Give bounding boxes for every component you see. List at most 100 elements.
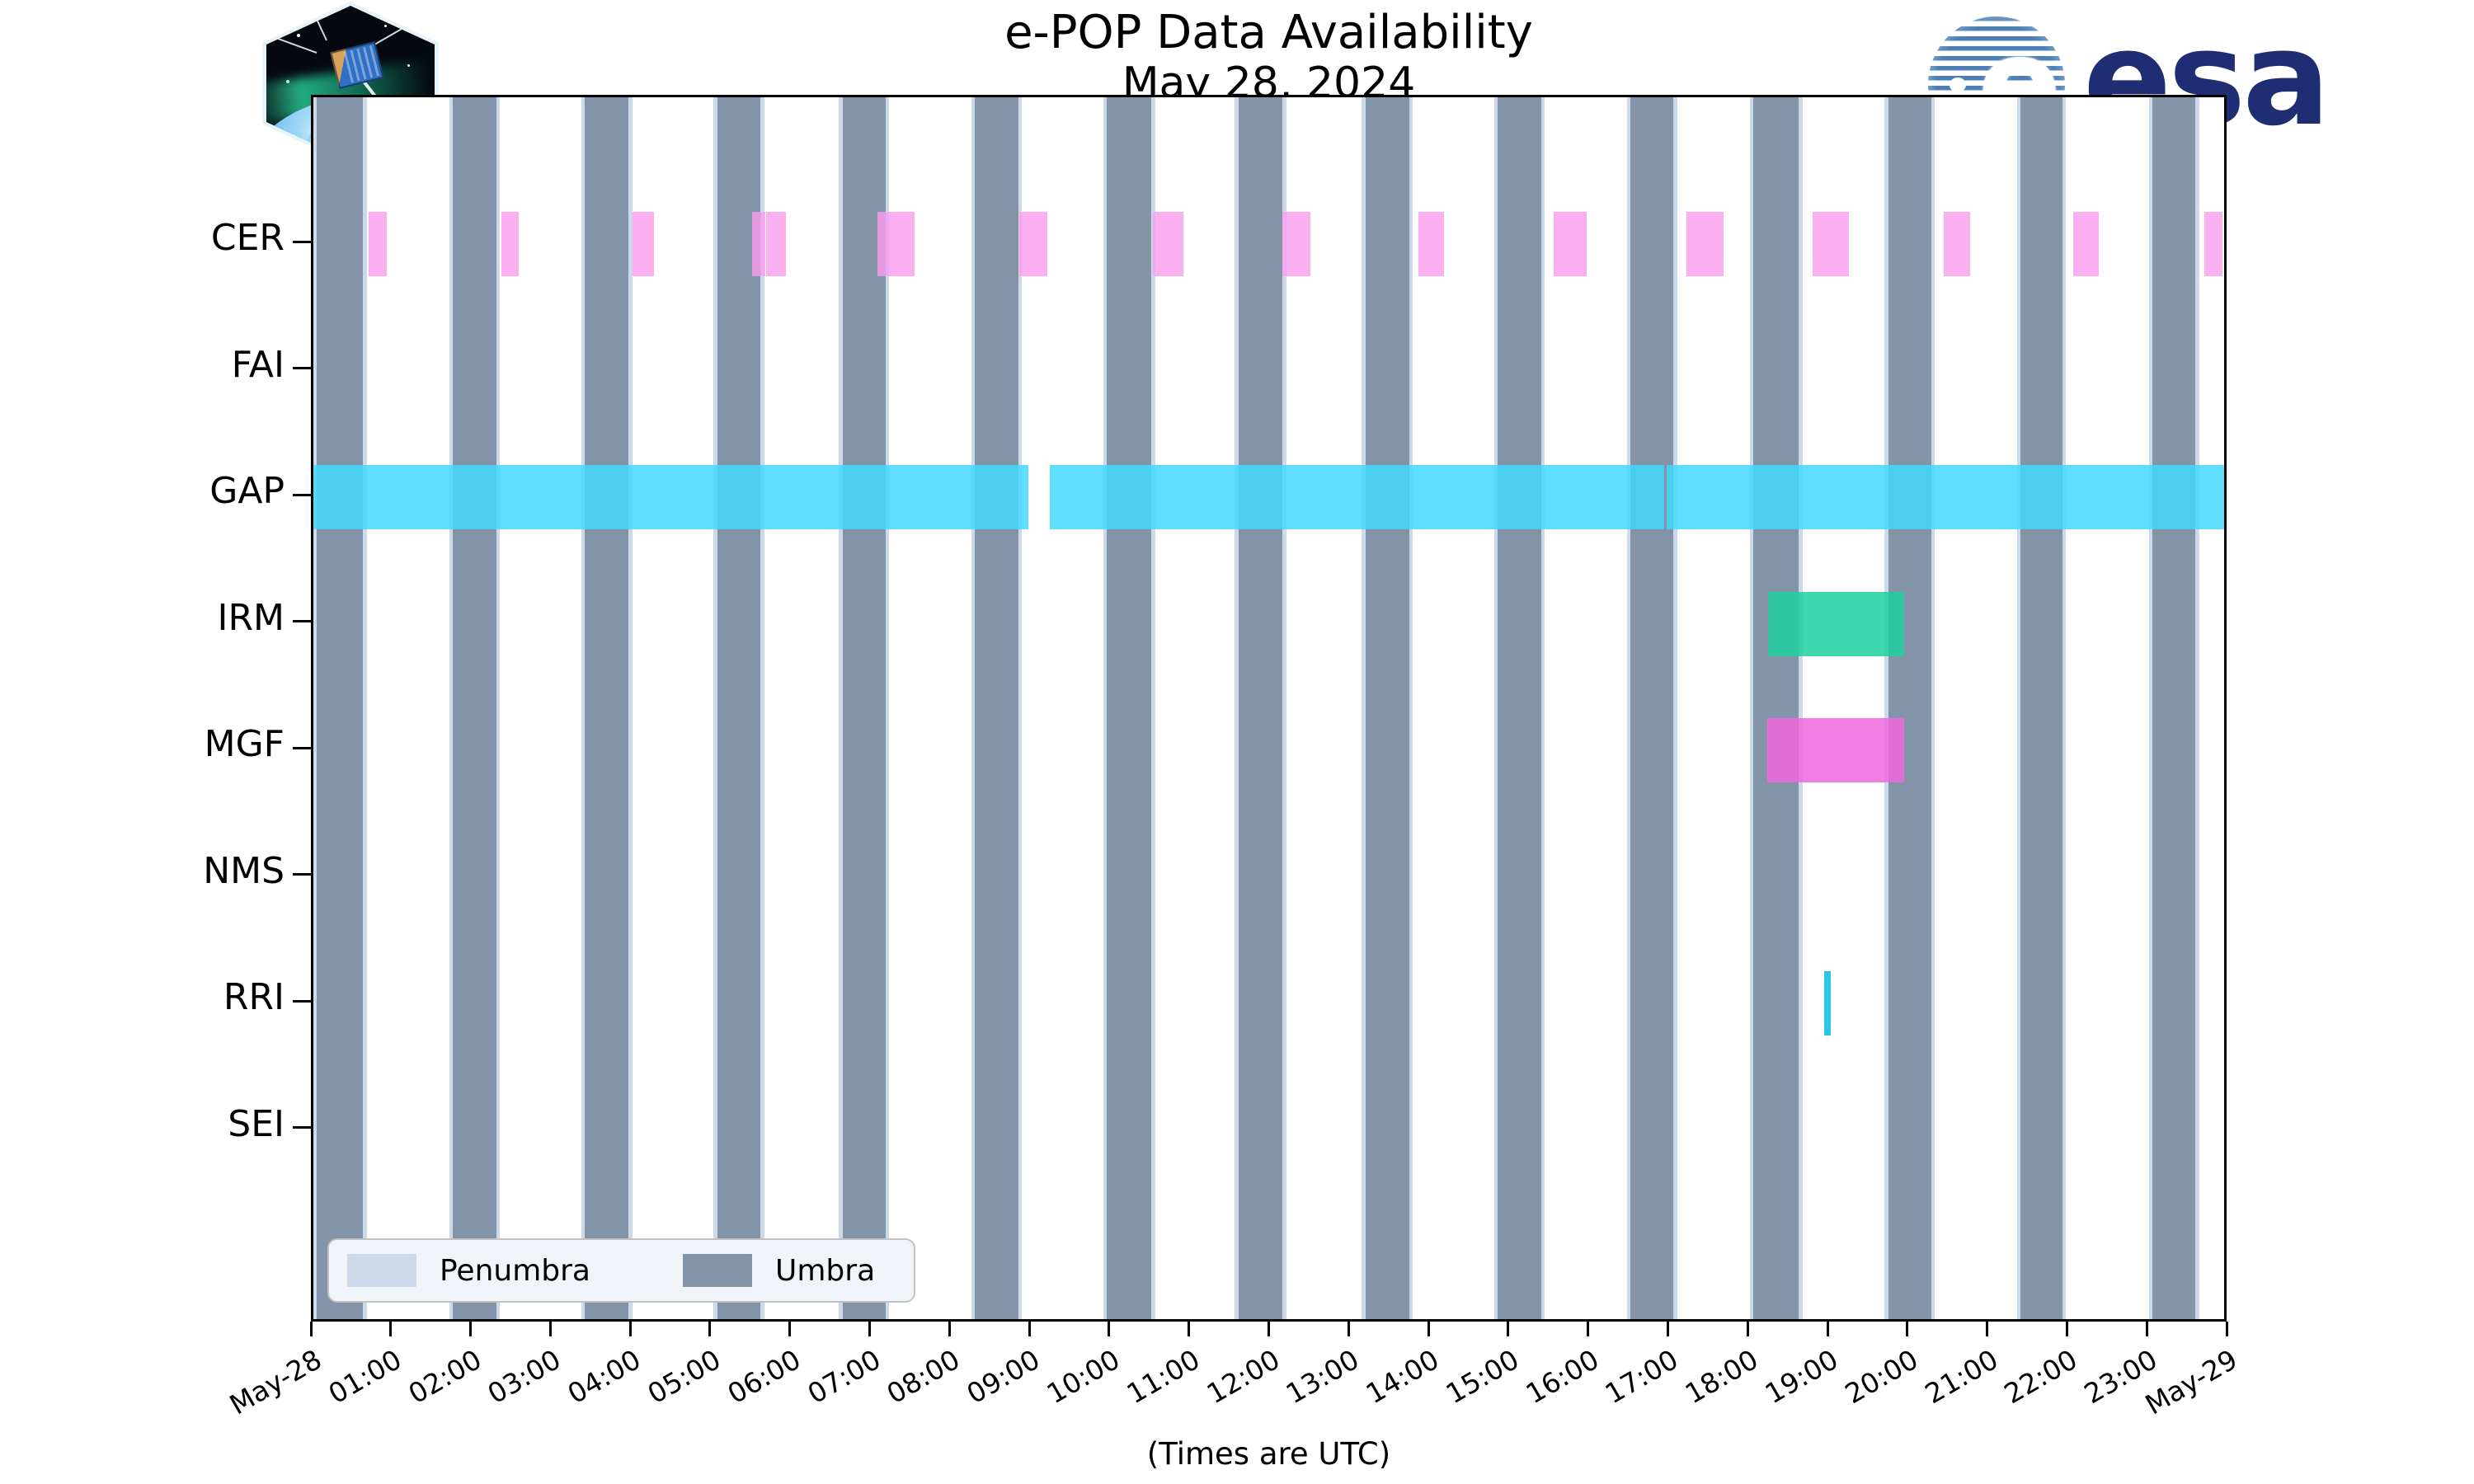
x-tick-mark <box>1028 1322 1031 1336</box>
x-tick-mark <box>1986 1322 1989 1336</box>
x-tick-mark <box>1507 1322 1510 1336</box>
penumbra-bar <box>313 97 317 1319</box>
cer-availability-bar <box>1686 212 1724 276</box>
x-tick-mark <box>1746 1322 1749 1336</box>
x-tick-mark <box>2145 1322 2148 1336</box>
legend-patch-penumbra <box>347 1254 416 1287</box>
y-label-nms: NMS <box>203 849 285 892</box>
penumbra-bar <box>839 97 843 1319</box>
y-tick-mark <box>293 620 311 623</box>
cer-availability-bar <box>752 212 765 276</box>
penumbra-bar <box>1799 97 1803 1319</box>
star-dot <box>296 33 300 37</box>
penumbra-bar <box>363 97 367 1319</box>
penumbra-bar <box>1540 97 1545 1319</box>
umbra-bar <box>1630 97 1674 1319</box>
legend-label-umbra: Umbra <box>775 1253 876 1288</box>
x-axis-caption: (Times are UTC) <box>1146 1436 1391 1472</box>
mgf-availability-bar <box>1766 718 1905 783</box>
umbra-bar <box>1107 97 1152 1319</box>
cer-availability-bar <box>765 212 786 276</box>
penumbra-bar <box>1749 97 1754 1319</box>
x-tick-mark <box>1268 1322 1270 1336</box>
penumbra-bar <box>2016 97 2021 1319</box>
x-tick-mark <box>1666 1322 1669 1336</box>
penumbra-bar <box>2195 97 2199 1319</box>
umbra-bar <box>1365 97 1409 1319</box>
umbra-bar <box>1498 97 1541 1319</box>
penumbra-bar <box>1409 97 1413 1319</box>
penumbra-bar <box>1018 97 1023 1319</box>
rri-availability-bar <box>1824 971 1831 1036</box>
y-tick-mark <box>293 873 311 876</box>
legend: Penumbra Umbra <box>327 1238 915 1303</box>
cer-availability-bar <box>1944 212 1971 276</box>
x-tick-mark <box>868 1322 872 1336</box>
cer-availability-bar <box>1554 212 1587 276</box>
cer-availability-bar <box>1282 212 1310 276</box>
gap-availability-bar <box>313 465 1029 530</box>
cer-availability-bar <box>877 212 915 276</box>
y-tick-mark <box>293 240 311 243</box>
plot-area <box>311 95 2227 1322</box>
umbra-bar <box>2020 97 2062 1319</box>
umbra-bar <box>842 97 886 1319</box>
x-tick-mark <box>1347 1322 1350 1336</box>
penumbra-bar <box>628 97 633 1319</box>
y-tick-mark <box>293 493 311 496</box>
penumbra-bar <box>1626 97 1631 1319</box>
cer-availability-bar <box>1418 212 1444 276</box>
penumbra-bar <box>1884 97 1888 1319</box>
legend-label-penumbra: Penumbra <box>440 1253 590 1288</box>
umbra-bar <box>1753 97 1799 1319</box>
penumbra-bar <box>1673 97 1677 1319</box>
x-tick-mark <box>1427 1322 1430 1336</box>
cer-availability-bar <box>368 212 388 276</box>
penumbra-bar <box>760 97 764 1319</box>
y-tick-mark <box>293 1126 311 1129</box>
umbra-bar <box>585 97 629 1319</box>
umbra-bar <box>975 97 1018 1319</box>
umbra-bar <box>1888 97 1931 1319</box>
penumbra-bar <box>1282 97 1286 1319</box>
penumbra-bar <box>2062 97 2067 1319</box>
plot-bars-layer <box>313 97 2224 1319</box>
y-label-fai: FAI <box>231 343 285 386</box>
cer-availability-bar <box>1812 212 1850 276</box>
penumbra-bar <box>1235 97 1239 1319</box>
x-tick-mark <box>1108 1322 1111 1336</box>
penumbra-bar <box>581 97 586 1319</box>
gap-availability-bar <box>1666 465 2224 530</box>
penumbra-bar <box>1151 97 1155 1319</box>
x-tick-mark <box>309 1322 313 1336</box>
y-label-gap: GAP <box>209 470 285 513</box>
x-tick-mark <box>708 1322 712 1336</box>
x-tick-mark <box>948 1322 951 1336</box>
penumbra-bar <box>713 97 717 1319</box>
y-label-irm: IRM <box>217 596 285 639</box>
star-dot <box>383 24 387 27</box>
x-tick-mark <box>1587 1322 1590 1336</box>
x-tick-mark <box>788 1322 792 1336</box>
y-label-sei: SEI <box>228 1102 285 1145</box>
x-tick-mark <box>2225 1322 2228 1336</box>
y-label-cer: CER <box>210 217 285 259</box>
x-tick-mark <box>469 1322 473 1336</box>
legend-patch-umbra <box>683 1254 752 1287</box>
x-tick-mark <box>628 1322 632 1336</box>
gap-availability-bar <box>1050 465 1664 530</box>
cer-availability-bar <box>633 212 655 276</box>
x-tick-mark <box>1188 1322 1191 1336</box>
penumbra-bar <box>449 97 454 1319</box>
penumbra-bar <box>2148 97 2153 1319</box>
penumbra-bar <box>885 97 890 1319</box>
cer-availability-bar <box>1153 212 1183 276</box>
penumbra-bar <box>1493 97 1498 1319</box>
x-tick-mark <box>1906 1322 1909 1336</box>
y-tick-mark <box>293 999 311 1003</box>
cer-availability-bar <box>2204 212 2223 276</box>
penumbra-bar <box>1103 97 1108 1319</box>
penumbra-bar <box>1931 97 1935 1319</box>
umbra-bar <box>717 97 761 1319</box>
